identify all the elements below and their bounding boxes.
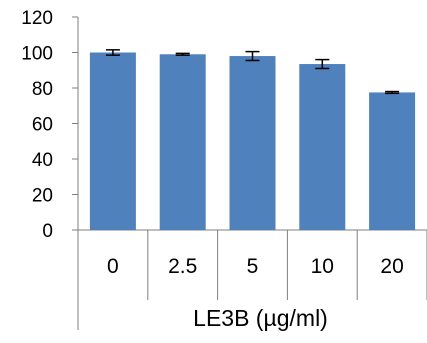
x-tick-label-10: 10 (311, 255, 334, 278)
error-bars (105, 49, 400, 95)
x-tick-label-0: 0 (107, 255, 119, 278)
axes (72, 16, 427, 330)
x-tick-label-5: 5 (247, 255, 259, 278)
bar-20 (369, 92, 416, 230)
y-tick-label: 100 (21, 44, 53, 65)
y-tick-label: 0 (42, 221, 53, 242)
bar-10 (299, 64, 346, 230)
x-axis-label: LE3B (µg/ml) (193, 305, 328, 331)
y-tick-label: 120 (21, 8, 53, 29)
y-tick-label: 60 (32, 115, 53, 136)
bar-0 (89, 52, 136, 230)
x-tick-label-20: 20 (380, 255, 403, 278)
y-tick-labels: 0 20 40 60 80 100 120 (21, 8, 53, 242)
x-tick-labels: 0 2.5 5 10 20 (107, 255, 404, 278)
y-tick-label: 80 (32, 79, 53, 100)
bars (89, 52, 416, 231)
bar-5 (229, 56, 276, 230)
y-tick-label: 40 (32, 150, 53, 171)
bar-2.5 (159, 54, 206, 231)
x-tick-label-2.5: 2.5 (168, 255, 197, 278)
y-tick-label: 20 (32, 186, 53, 207)
